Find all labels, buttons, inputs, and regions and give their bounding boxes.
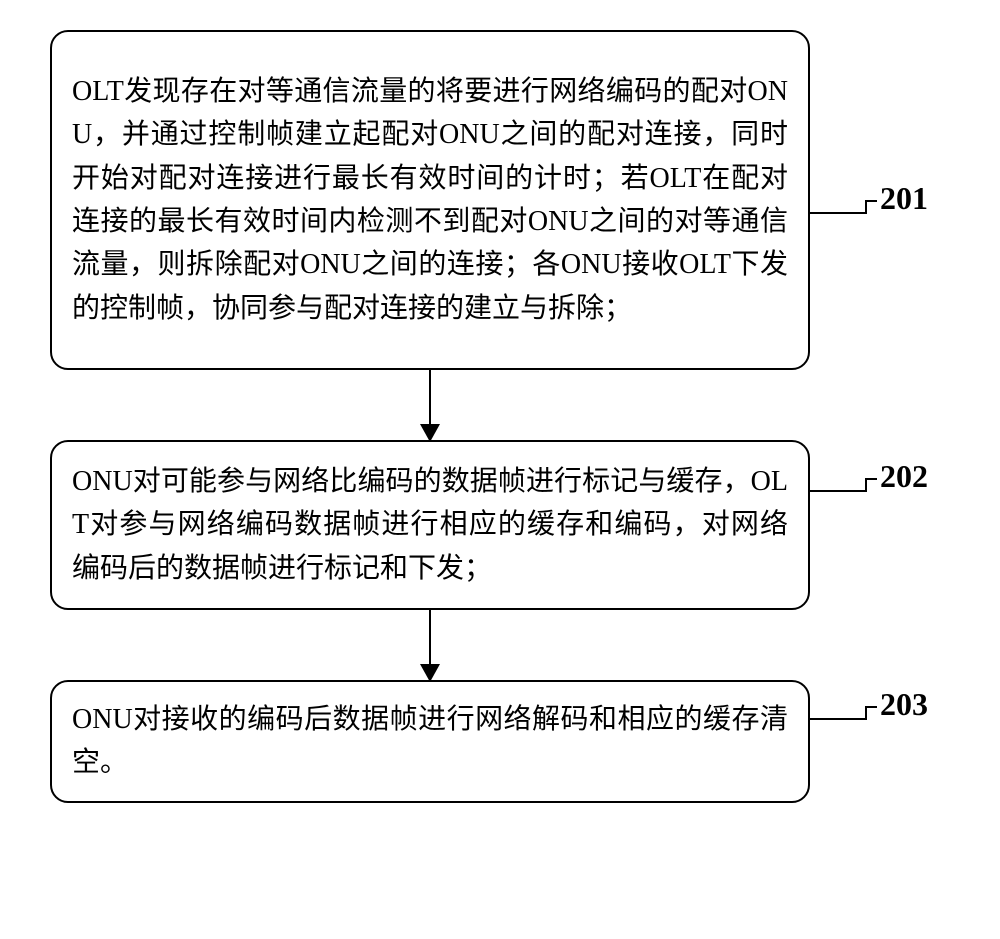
connector-203 xyxy=(810,718,865,720)
connector-203-end xyxy=(865,706,877,708)
flow-step-202: ONU对可能参与网络比编码的数据帧进行标记与缓存，OLT对参与网络编码数据帧进行… xyxy=(50,440,810,610)
connector-201 xyxy=(810,212,865,214)
connector-202 xyxy=(810,490,865,492)
connector-202-curve xyxy=(865,478,867,492)
flow-step-203: ONU对接收的编码后数据帧进行网络解码和相应的缓存清空。 xyxy=(50,680,810,803)
flow-step-201: OLT发现存在对等通信流量的将要进行网络编码的配对ONU，并通过控制帧建立起配对… xyxy=(50,30,810,370)
step-label-201: 201 xyxy=(880,180,928,217)
arrow-201-to-202 xyxy=(50,370,810,440)
connector-202-end xyxy=(865,478,877,480)
flow-step-202-text: ONU对可能参与网络比编码的数据帧进行标记与缓存，OLT对参与网络编码数据帧进行… xyxy=(72,460,788,590)
connector-201-curve xyxy=(865,200,867,214)
connector-201-end xyxy=(865,200,877,202)
step-label-203: 203 xyxy=(880,686,928,723)
flowchart-container: OLT发现存在对等通信流量的将要进行网络编码的配对ONU，并通过控制帧建立起配对… xyxy=(50,30,950,803)
flow-step-201-text: OLT发现存在对等通信流量的将要进行网络编码的配对ONU，并通过控制帧建立起配对… xyxy=(72,70,788,330)
flow-step-203-text: ONU对接收的编码后数据帧进行网络解码和相应的缓存清空。 xyxy=(72,698,788,785)
arrow-202-to-203 xyxy=(50,610,810,680)
connector-203-curve xyxy=(865,706,867,720)
step-label-202: 202 xyxy=(880,458,928,495)
